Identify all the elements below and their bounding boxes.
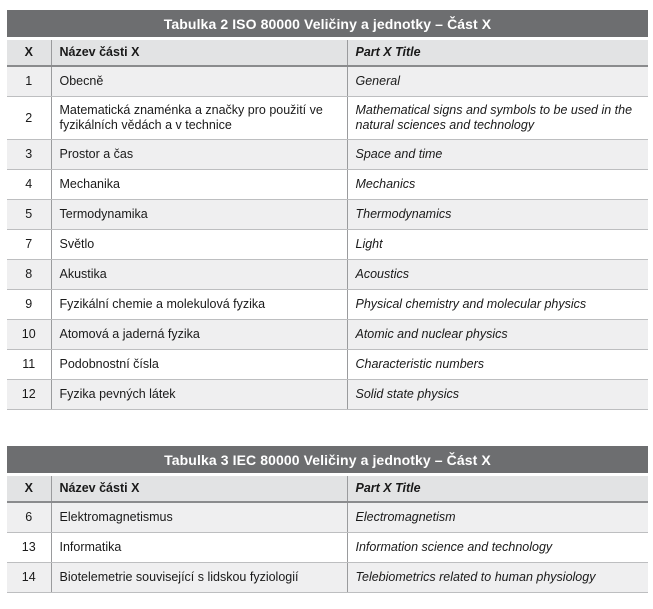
header-row: X Název části X Part X Title xyxy=(7,38,649,67)
part-title-cz: Prostor a čas xyxy=(50,139,347,170)
part-title-en: Mechanics xyxy=(346,169,649,200)
table-row: 3 Prostor a čas Space and time xyxy=(7,139,649,170)
table-row: 1 Obecně General xyxy=(7,66,649,97)
iec-80000-table: Tabulka 3 IEC 80000 Veličiny a jednotky … xyxy=(7,446,649,593)
table-row: 12 Fyzika pevných látek Solid state phys… xyxy=(7,379,649,410)
part-title-en: Light xyxy=(346,229,649,260)
part-title-cz: Akustika xyxy=(50,259,347,290)
part-title-cz: Matematická znaménka a značky pro použit… xyxy=(50,96,347,140)
part-title-cz: Obecně xyxy=(50,66,347,97)
part-number: 5 xyxy=(7,199,51,230)
part-title-cz: Elektromagnetismus xyxy=(50,502,347,533)
part-number: 10 xyxy=(7,319,51,350)
part-title-en: Acoustics xyxy=(346,259,649,290)
table-row: 13 Informatika Information science and t… xyxy=(7,532,649,563)
table-row: 4 Mechanika Mechanics xyxy=(7,169,649,200)
part-number: 1 xyxy=(7,66,51,97)
part-number: 9 xyxy=(7,289,51,320)
part-title-cz: Mechanika xyxy=(50,169,347,200)
part-number: 11 xyxy=(7,349,51,380)
table-row: 9 Fyzikální chemie a molekulová fyzika P… xyxy=(7,289,649,320)
part-title-en: Physical chemistry and molecular physics xyxy=(346,289,649,320)
part-title-cz: Biotelemetrie související s lidskou fyzi… xyxy=(50,562,347,593)
header-x: X xyxy=(7,38,51,67)
part-number: 2 xyxy=(7,96,51,140)
table-row: 5 Termodynamika Thermodynamics xyxy=(7,199,649,230)
header-cz: Název části X xyxy=(50,38,347,67)
header-x: X xyxy=(7,474,51,503)
part-title-en: General xyxy=(346,66,649,97)
header-en: Part X Title xyxy=(346,474,649,503)
part-title-en: Thermodynamics xyxy=(346,199,649,230)
table-title: Tabulka 2 ISO 80000 Veličiny a jednotky … xyxy=(7,10,649,40)
part-number: 6 xyxy=(7,502,51,533)
header-en: Part X Title xyxy=(346,38,649,67)
part-title-en: Space and time xyxy=(346,139,649,170)
part-title-en: Solid state physics xyxy=(346,379,649,410)
part-number: 7 xyxy=(7,229,51,260)
part-number: 14 xyxy=(7,562,51,593)
part-title-cz: Informatika xyxy=(50,532,347,563)
header-cz: Název části X xyxy=(50,474,347,503)
part-number: 3 xyxy=(7,139,51,170)
table-row: 7 Světlo Light xyxy=(7,229,649,260)
table-row: 8 Akustika Acoustics xyxy=(7,259,649,290)
part-title-en: Telebiometrics related to human physiolo… xyxy=(346,562,649,593)
part-title-cz: Podobnostní čísla xyxy=(50,349,347,380)
part-title-cz: Fyzikální chemie a molekulová fyzika xyxy=(50,289,347,320)
table-row: 2 Matematická znaménka a značky pro použ… xyxy=(7,96,649,140)
iso-80000-table: Tabulka 2 ISO 80000 Veličiny a jednotky … xyxy=(7,10,649,410)
table-title: Tabulka 3 IEC 80000 Veličiny a jednotky … xyxy=(7,446,649,476)
part-title-cz: Atomová a jaderná fyzika xyxy=(50,319,347,350)
part-title-en: Electromagnetism xyxy=(346,502,649,533)
part-number: 12 xyxy=(7,379,51,410)
part-title-cz: Termodynamika xyxy=(50,199,347,230)
part-title-en: Information science and technology xyxy=(346,532,649,563)
part-title-en: Mathematical signs and symbols to be use… xyxy=(346,96,649,140)
table-row: 10 Atomová a jaderná fyzika Atomic and n… xyxy=(7,319,649,350)
part-title-en: Atomic and nuclear physics xyxy=(346,319,649,350)
part-title-cz: Fyzika pevných látek xyxy=(50,379,347,410)
header-row: X Název části X Part X Title xyxy=(7,474,649,503)
part-title-cz: Světlo xyxy=(50,229,347,260)
part-title-en: Characteristic numbers xyxy=(346,349,649,380)
part-number: 13 xyxy=(7,532,51,563)
table-row: 11 Podobnostní čísla Characteristic numb… xyxy=(7,349,649,380)
part-number: 4 xyxy=(7,169,51,200)
table-row: 6 Elektromagnetismus Electromagnetism xyxy=(7,502,649,533)
table-row: 14 Biotelemetrie související s lidskou f… xyxy=(7,562,649,593)
part-number: 8 xyxy=(7,259,51,290)
